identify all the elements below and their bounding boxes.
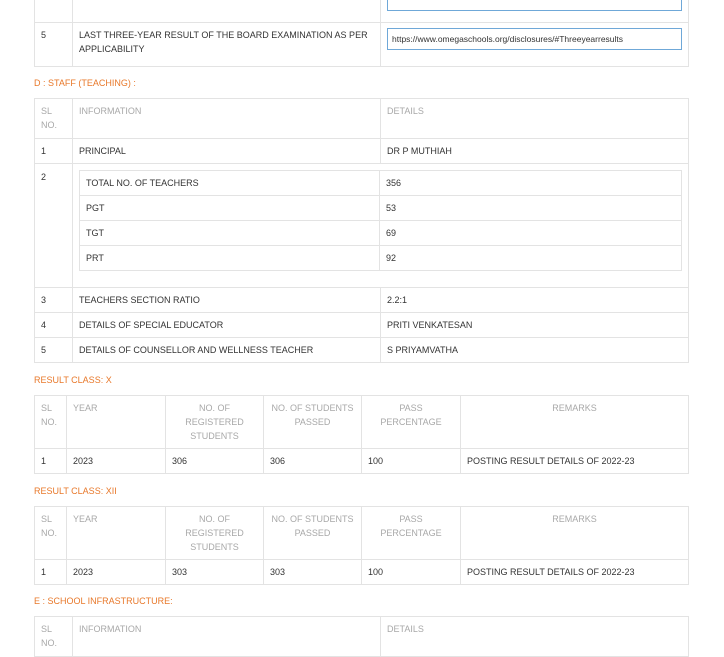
table-row: 1 2023 306 306 100 POSTING RESULT DETAIL… (34, 448, 689, 474)
teachers-table: TOTAL NO. OF TEACHERS 356 PGT 53 TGT 69 PRT… (79, 170, 682, 271)
table-row: 5 DETAILS OF COUNSELLOR AND WELLNESS TEAC… (34, 337, 689, 363)
table-row: PGT 53 (79, 195, 682, 221)
link-box[interactable] (387, 0, 682, 11)
table-row: PRT 92 (79, 245, 682, 271)
table-row: 4 DETAILS OF SPECIAL EDUCATOR PRITI VENKAT… (34, 312, 689, 338)
table-row: TGT 69 (79, 220, 682, 246)
section-heading-staff: D : STAFF (TEACHING) : (34, 78, 136, 88)
result-xii-table: SL NO. YEAR NO. OF REGISTERED STUDENTS N… (34, 506, 689, 585)
table-header: SL NO. YEAR NO. OF REGISTERED STUDENTS N… (34, 395, 689, 449)
disclosure-table-c: 5 LAST THREE-YEAR RESULT OF THE BOARD EX… (34, 0, 689, 67)
table-row: 1 PRINCIPAL DR P MUTHIAH (34, 138, 689, 164)
table-header: SL NO. YEAR NO. OF REGISTERED STUDENTS N… (34, 506, 689, 560)
staff-table: SL NO. INFORMATION DETAILS 1 PRINCIPAL D… (34, 98, 689, 363)
table-row: 5 LAST THREE-YEAR RESULT OF THE BOARD EX… (34, 22, 689, 67)
table-row: 2 TOTAL NO. OF TEACHERS 356 PGT 53 TGT 69 P… (34, 163, 689, 288)
section-heading-result-x: RESULT CLASS: X (34, 375, 112, 385)
section-heading-infrastructure: E : SCHOOL INFRASTRUCTURE: (34, 596, 173, 606)
infrastructure-table: SL NO. INFORMATION DETAILS (34, 616, 689, 657)
table-header: SL NO. INFORMATION DETAILS (34, 616, 689, 657)
section-heading-result-xii: RESULT CLASS: XII (34, 486, 117, 496)
table-row: TOTAL NO. OF TEACHERS 356 (79, 170, 682, 196)
table-row: 3 TEACHERS SECTION RATIO 2.2:1 (34, 287, 689, 313)
table-row (34, 0, 689, 23)
table-row: 1 2023 303 303 100 POSTING RESULT DETAIL… (34, 559, 689, 585)
table-header: SL NO. INFORMATION DETAILS (34, 98, 689, 139)
result-x-table: SL NO. YEAR NO. OF REGISTERED STUDENTS N… (34, 395, 689, 474)
results-link[interactable]: https://www.omegaschools.org/disclosures… (387, 28, 682, 50)
